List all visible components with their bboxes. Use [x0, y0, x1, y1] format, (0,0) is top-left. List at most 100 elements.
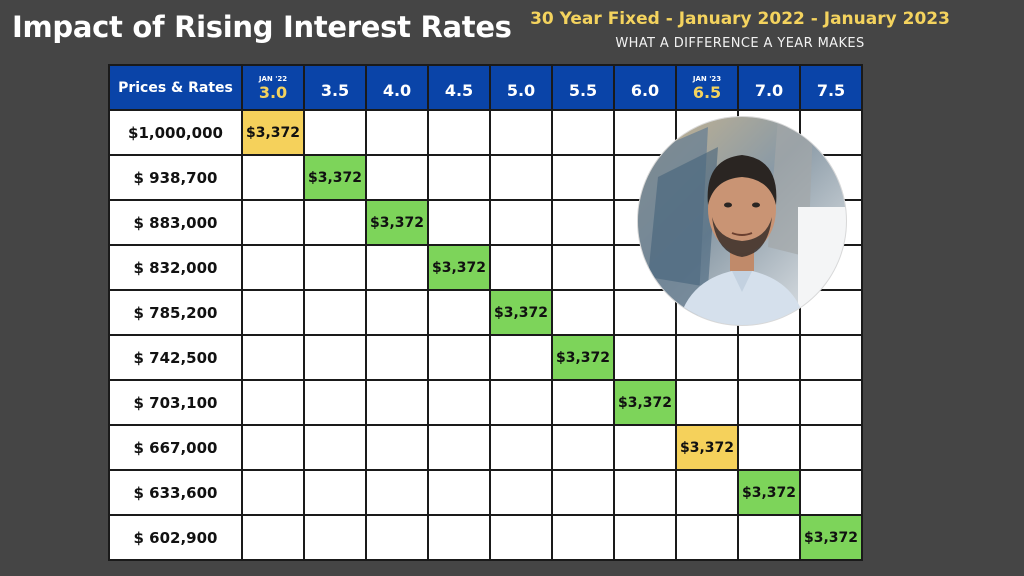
empty-cell: [243, 336, 303, 379]
empty-cell: [243, 156, 303, 199]
empty-cell: [615, 516, 675, 559]
empty-cell: [305, 426, 365, 469]
empty-cell: [739, 426, 799, 469]
empty-cell: [429, 381, 489, 424]
rate-header-4: 5.0: [491, 66, 551, 109]
payment-cell: $3,372: [801, 516, 861, 559]
rate-value: 3.0: [258, 83, 288, 102]
rate-header-9: 7.5: [801, 66, 861, 109]
empty-cell: [305, 516, 365, 559]
empty-cell: [553, 246, 613, 289]
empty-cell: [615, 471, 675, 514]
empty-cell: [677, 471, 737, 514]
rate-value: 4.0: [382, 81, 412, 100]
empty-cell: [553, 471, 613, 514]
empty-cell: [429, 426, 489, 469]
empty-cell: [305, 336, 365, 379]
rate-value: 6.0: [630, 81, 660, 100]
empty-cell: [553, 291, 613, 334]
empty-cell: [243, 426, 303, 469]
table-row: $ 785,200 $3,372: [110, 291, 861, 334]
payment-cell: $3,372: [243, 111, 303, 154]
table-header-row: Prices & Rates JAN '22 3.0 3.5 4.0 4.5 5.0 5.5…: [110, 66, 861, 109]
rate-header-6: 6.0: [615, 66, 675, 109]
empty-cell: [553, 426, 613, 469]
empty-cell: [615, 111, 675, 154]
payment-cell: $3,372: [305, 156, 365, 199]
empty-cell: [367, 381, 427, 424]
rate-value: 4.5: [444, 81, 474, 100]
empty-cell: [429, 111, 489, 154]
empty-cell: [367, 246, 427, 289]
empty-cell: [429, 471, 489, 514]
payment-cell: $3,372: [367, 201, 427, 244]
payment-cell: $3,372: [677, 426, 737, 469]
empty-cell: [739, 516, 799, 559]
payment-cell: $3,372: [739, 471, 799, 514]
empty-cell: [677, 516, 737, 559]
empty-cell: [553, 201, 613, 244]
empty-cell: [491, 246, 551, 289]
empty-cell: [801, 426, 861, 469]
empty-cell: [243, 471, 303, 514]
empty-cell: [305, 381, 365, 424]
rate-header-2: 4.0: [367, 66, 427, 109]
empty-cell: [243, 516, 303, 559]
empty-cell: [615, 426, 675, 469]
empty-cell: [367, 291, 427, 334]
table-row: $ 633,600 $3,372: [110, 471, 861, 514]
empty-cell: [491, 471, 551, 514]
empty-cell: [305, 201, 365, 244]
empty-cell: [553, 111, 613, 154]
empty-cell: [491, 381, 551, 424]
payment-cell: $3,372: [429, 246, 489, 289]
empty-cell: [801, 336, 861, 379]
rate-header-3: 4.5: [429, 66, 489, 109]
table-row: $ 742,500 $3,372: [110, 336, 861, 379]
empty-cell: [429, 201, 489, 244]
table-row: $ 602,900 $3,372: [110, 516, 861, 559]
empty-cell: [615, 336, 675, 379]
payment-cell: $3,372: [553, 336, 613, 379]
rate-value: 6.5: [692, 83, 722, 102]
chart-subtitle: 30 Year Fixed - January 2022 - January 2…: [530, 9, 950, 29]
empty-cell: [677, 381, 737, 424]
rate-header-8: 7.0: [739, 66, 799, 109]
empty-cell: [367, 471, 427, 514]
empty-cell: [491, 201, 551, 244]
corner-header: Prices & Rates: [110, 66, 241, 109]
empty-cell: [491, 516, 551, 559]
empty-cell: [429, 516, 489, 559]
rate-date-label: JAN '22: [258, 75, 288, 83]
price-cell: $ 602,900: [110, 516, 241, 559]
rate-header-0: JAN '22 3.0: [243, 66, 303, 109]
rate-value: 5.5: [568, 81, 598, 100]
payment-cell: $3,372: [491, 291, 551, 334]
empty-cell: [429, 156, 489, 199]
empty-cell: [491, 426, 551, 469]
price-cell: $ 785,200: [110, 291, 241, 334]
rate-value: 3.5: [320, 81, 350, 100]
empty-cell: [243, 246, 303, 289]
empty-cell: [243, 381, 303, 424]
agent-photo: [638, 117, 846, 325]
empty-cell: [553, 156, 613, 199]
rate-value: 7.5: [816, 81, 846, 100]
table-row: $ 667,000 $3,372: [110, 426, 861, 469]
chart-tagline: WHAT A DIFFERENCE A YEAR MAKES: [615, 36, 865, 51]
rate-date-label: JAN '23: [692, 75, 722, 83]
price-cell: $ 832,000: [110, 246, 241, 289]
empty-cell: [305, 246, 365, 289]
rate-header-5: 5.5: [553, 66, 613, 109]
empty-cell: [367, 111, 427, 154]
rate-value: 5.0: [506, 81, 536, 100]
empty-cell: [429, 291, 489, 334]
rate-value: 7.0: [754, 81, 784, 100]
empty-cell: [305, 471, 365, 514]
empty-cell: [367, 516, 427, 559]
empty-cell: [739, 336, 799, 379]
price-cell: $ 667,000: [110, 426, 241, 469]
empty-cell: [305, 291, 365, 334]
price-cell: $ 742,500: [110, 336, 241, 379]
person-portrait-icon: [638, 117, 846, 325]
